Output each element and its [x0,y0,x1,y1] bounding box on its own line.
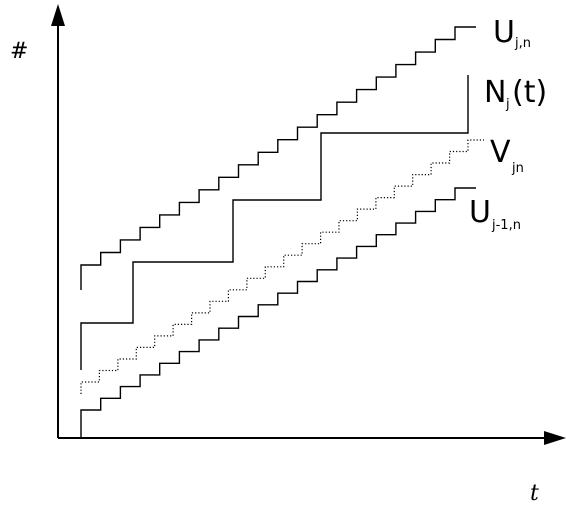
process-curve [80,75,469,370]
middle-label-sub: jn [511,161,524,176]
process-label-main: N [484,75,506,110]
process-label-suffix: (t) [512,75,547,110]
lower-label-main: U [469,195,491,230]
x-axis-label: t [530,481,539,506]
lower-bound-curve [80,187,476,437]
upper-curve-label: U j,n [493,15,531,51]
process-label-sub: j [505,97,510,112]
process-curve-label: N j (t) [484,75,547,112]
middle-curve-label: V jn [490,135,524,176]
upper-label-sub: j,n [514,36,531,51]
middle-curve [80,139,484,394]
x-axis-arrowhead [544,431,566,445]
y-axis-arrowhead [51,4,65,26]
lower-curve-label: U j-1,n [469,195,521,233]
y-axis-label: # [10,39,28,64]
upper-label-main: U [493,15,515,50]
upper-bound-curve [80,26,476,290]
lower-label-sub: j-1,n [491,218,521,233]
middle-label-main: V [490,135,511,170]
